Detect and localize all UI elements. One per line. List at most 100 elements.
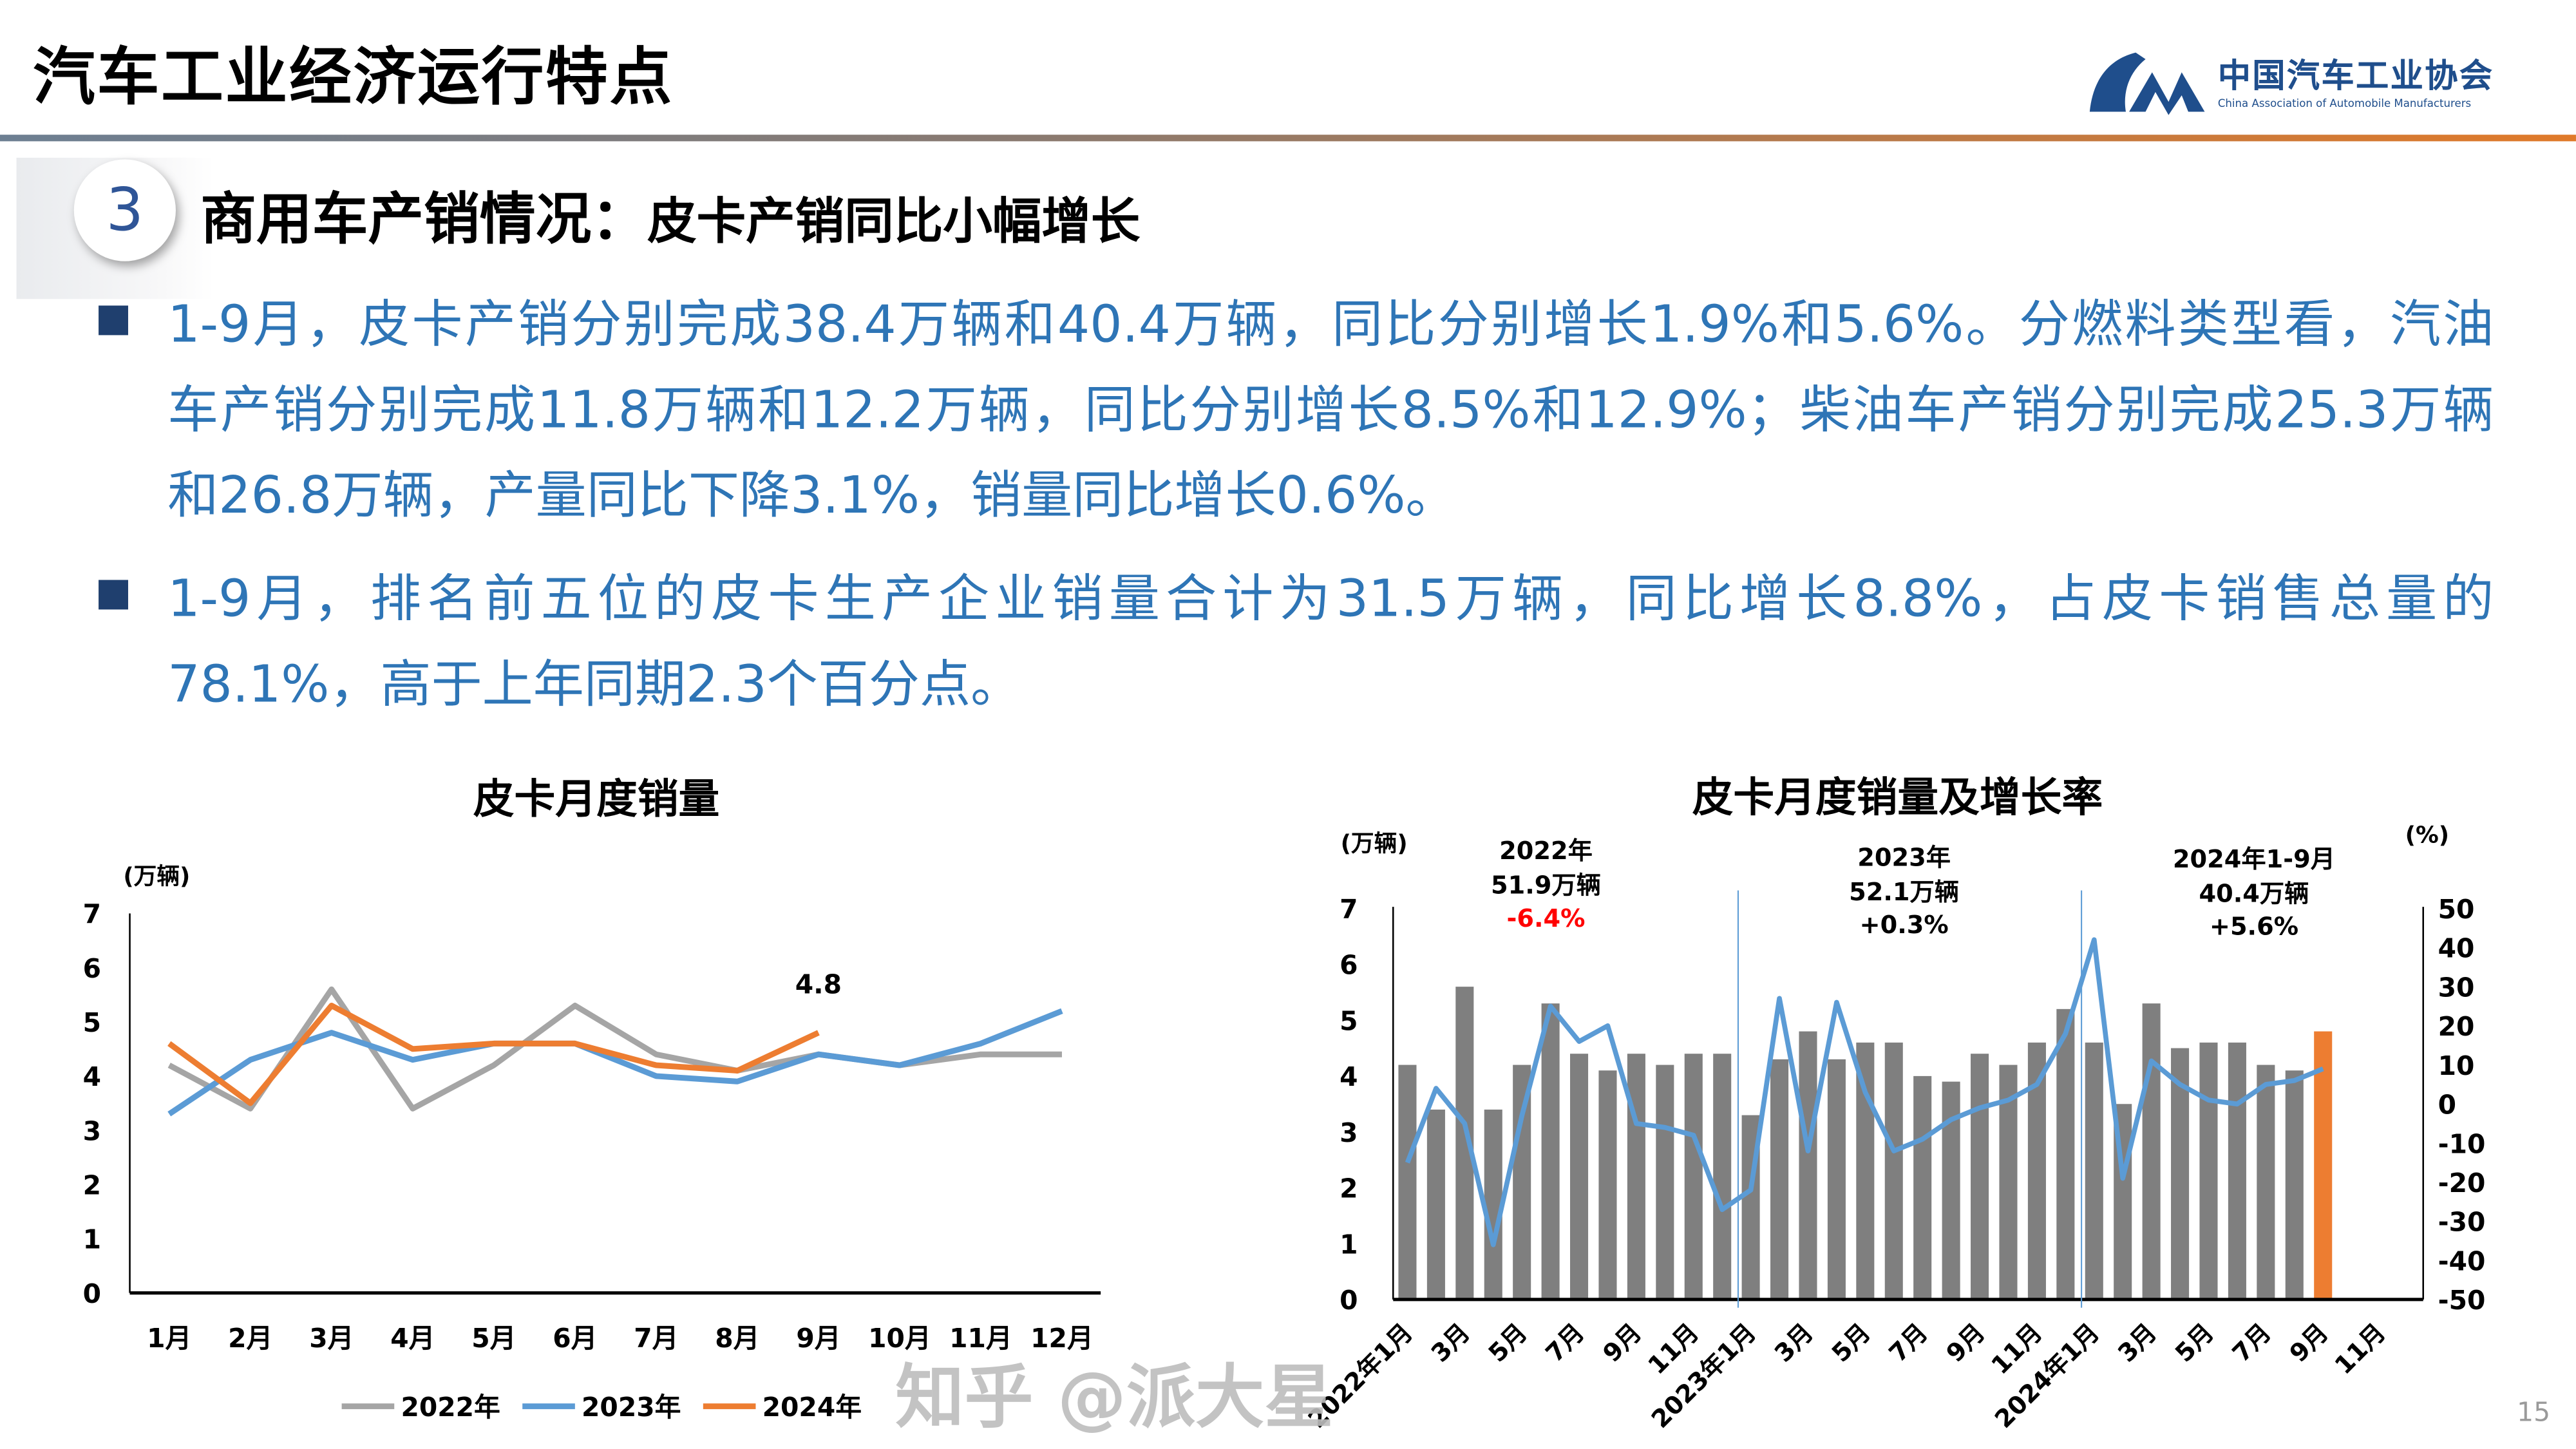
x-tick-label: 2月: [228, 1323, 272, 1354]
y-axis-unit-right: (%): [2405, 822, 2449, 849]
data-label: 4.8: [795, 969, 842, 999]
series-line-2024年: [167, 1003, 820, 1106]
sales-bar: [1827, 1059, 1846, 1300]
annotation-total: 52.1万辆: [1849, 878, 1959, 907]
x-tick-label: 5月: [1483, 1318, 1533, 1368]
x-tick-label: 7月: [2227, 1318, 2277, 1368]
sales-bar: [2314, 1031, 2333, 1300]
y-tick-label-right: 0: [2438, 1090, 2456, 1121]
logo: 中国汽车工业协会 China Association of Automobile…: [2087, 46, 2514, 121]
annotation-total: 51.9万辆: [1491, 871, 1601, 900]
y-tick-label-left: 5: [1340, 1005, 1358, 1036]
y-tick-label: 2: [83, 1170, 101, 1201]
x-tick-label: 5月: [2170, 1318, 2220, 1368]
y-tick-label-left: 2: [1340, 1173, 1358, 1204]
page-title: 汽车工业经济运行特点: [33, 41, 674, 114]
x-tick-label: 4月: [390, 1323, 435, 1354]
sales-bar: [1884, 1042, 1903, 1300]
annotation-total: 40.4万辆: [2199, 879, 2309, 908]
y-tick-label: 4: [83, 1061, 101, 1092]
x-tick-label: 3月: [1426, 1318, 1476, 1368]
sales-bar: [1856, 1042, 1875, 1300]
x-tick-label: 9月: [1597, 1318, 1647, 1368]
sales-bar: [2228, 1042, 2246, 1300]
sales-bar: [2142, 1003, 2161, 1300]
annotation-change: +0.3%: [1860, 911, 1949, 940]
sales-bar: [1656, 1065, 1674, 1300]
sales-bar: [1398, 1065, 1417, 1300]
sales-bar: [1684, 1054, 1703, 1300]
logo-name-en: China Association of Automobile Manufact…: [2217, 97, 2472, 110]
y-tick-label-left: 7: [1340, 894, 1358, 925]
sales-bar: [1770, 1059, 1789, 1300]
sales-bar: [1799, 1031, 1817, 1300]
legend-label: 2024年: [762, 1392, 862, 1423]
growth-rate-line: [1405, 937, 2324, 1247]
legend-label: 2022年: [401, 1392, 500, 1423]
y-tick-label-left: 0: [1340, 1285, 1358, 1316]
y-tick-label-left: 1: [1340, 1229, 1358, 1260]
caam-logo-icon: [2089, 52, 2205, 115]
sales-bar: [1971, 1054, 1989, 1300]
header-divider: [0, 135, 2576, 142]
x-tick-label: 8月: [715, 1323, 759, 1354]
legend-label: 2023年: [582, 1392, 681, 1423]
monthly-sales-growth-chart: 皮卡月度销量及增长率 (万辆) (%) 0 1 2 3 4 5 6 7 -50 -40 -30 -20 -10…: [1303, 774, 2486, 1434]
chart-title: 皮卡月度销量及增长率: [1692, 774, 2103, 822]
y-tick-label: 1: [83, 1224, 101, 1255]
x-tick-label: 9月: [2284, 1318, 2334, 1368]
sales-bar: [2257, 1065, 2275, 1300]
series-line-2023年: [167, 1008, 1063, 1117]
sales-bar: [1942, 1081, 1960, 1300]
sales-bar: [2199, 1042, 2218, 1300]
x-tick-label: 9月: [796, 1323, 840, 1354]
sales-bar: [1570, 1054, 1589, 1300]
sales-bar: [2056, 1009, 2075, 1300]
y-tick-label-right: 30: [2438, 972, 2475, 1003]
sales-bar: [1598, 1070, 1617, 1300]
paragraph-line: 1-9月，皮卡产销分别完成38.4万辆和40.4万辆，同比分别增长1.9%和5.…: [167, 296, 2494, 355]
y-tick-label-right: 10: [2438, 1050, 2475, 1081]
paragraph-line: 78.1%，高于上年同期2.3个百分点。: [167, 655, 1022, 715]
paragraph-line: 1-9月，排名前五位的皮卡生产企业销量合计为31.5万辆，同比增长8.8%，占皮…: [167, 570, 2494, 630]
x-tick-label: 3月: [1769, 1318, 1819, 1368]
bullet-square-icon: [99, 580, 128, 610]
x-tick-label: 12月: [1030, 1323, 1094, 1354]
series-line-2022年: [167, 986, 1062, 1112]
section-heading: 商用车产销情况：皮卡产销同比小幅增长: [200, 174, 1140, 254]
page-number: 15: [2517, 1396, 2551, 1428]
y-tick-label: 7: [83, 899, 101, 930]
sales-bar: [1713, 1054, 1732, 1300]
y-tick-label-left: 6: [1340, 950, 1358, 981]
y-tick-label-right: -30: [2438, 1207, 2486, 1238]
bullet-square-icon: [99, 305, 128, 336]
chart-title: 皮卡月度销量: [473, 776, 720, 824]
annotation-change: +5.6%: [2210, 913, 2298, 942]
y-tick-label-right: 20: [2438, 1011, 2475, 1042]
y-tick-label-right: -40: [2438, 1245, 2486, 1276]
y-tick-label-left: 4: [1340, 1061, 1358, 1092]
annotation-year: 2024年1-9月: [2173, 845, 2335, 874]
x-tick-label: 9月: [1941, 1318, 1991, 1368]
y-tick-label-right: 40: [2438, 933, 2475, 964]
y-tick-label-right: 50: [2438, 894, 2475, 925]
sales-bar: [1541, 1003, 1560, 1300]
y-tick-label-left: 3: [1340, 1117, 1358, 1148]
sales-bar: [1426, 1109, 1445, 1300]
paragraph-line: 和26.8万辆，产量同比下降3.1%，销量同比增长0.6%。: [167, 466, 1457, 526]
y-tick-label-right: -20: [2438, 1168, 2486, 1198]
y-tick-label: 3: [83, 1115, 101, 1146]
annotation-change: -6.4%: [1507, 904, 1586, 933]
annotation-year: 2022年: [1499, 837, 1593, 866]
watermark: 知乎 @派大星: [895, 1357, 1334, 1438]
y-tick-label: 0: [83, 1278, 101, 1309]
x-tick-label: 7月: [1884, 1318, 1934, 1368]
sales-bar: [1913, 1075, 1932, 1300]
x-tick-label: 7月: [634, 1323, 678, 1354]
sales-bar: [2285, 1070, 2304, 1300]
y-axis-unit-left: (万辆): [1341, 830, 1408, 857]
section-subtitle: 皮卡产销同比小幅增长: [647, 194, 1141, 252]
y-tick-label-right: -10: [2438, 1128, 2486, 1159]
annotation-year: 2023年: [1857, 843, 1951, 872]
